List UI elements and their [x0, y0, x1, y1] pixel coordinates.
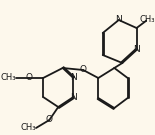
Text: O: O: [46, 116, 53, 124]
Text: CH₃: CH₃: [20, 124, 36, 132]
Text: N: N: [70, 92, 77, 102]
Text: O: O: [80, 65, 87, 75]
Text: N: N: [70, 73, 77, 82]
Text: CH₃: CH₃: [1, 73, 16, 82]
Text: N: N: [115, 16, 122, 24]
Text: CH₃: CH₃: [140, 16, 155, 24]
Text: O: O: [25, 73, 32, 82]
Text: N: N: [133, 45, 140, 55]
